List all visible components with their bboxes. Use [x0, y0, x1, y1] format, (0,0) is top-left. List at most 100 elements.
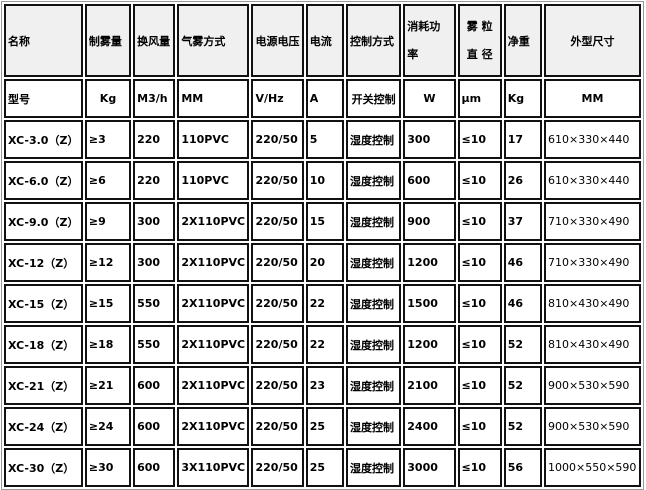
table-cell: 220/50 — [251, 120, 304, 159]
table-cell: 300 — [133, 243, 176, 282]
table-cell: 2X110PVC — [177, 407, 250, 446]
table-row: XC-12（Z） ≥12 300 2X110PVC 220/50 20 湿度控制 1200 ≤1… — [4, 243, 641, 282]
header-cell: 名称 — [4, 4, 83, 77]
table-cell: ≥24 — [84, 407, 132, 446]
table-cell: XC-12（Z） — [4, 243, 83, 282]
table-row: XC-30（Z） ≥30 600 3X110PVC 220/50 25 湿度控制 3000 ≤1… — [4, 448, 641, 487]
unit-cell: 型号 — [4, 79, 83, 118]
table-row: XC-24（Z） ≥24 600 2X110PVC 220/50 25 湿度控制 2400 ≤1… — [4, 407, 641, 446]
table-cell: 56 — [503, 448, 542, 487]
unit-cell: Kg — [503, 79, 542, 118]
table-cell: 10 — [305, 161, 344, 200]
table-cell: 600 — [133, 448, 176, 487]
table-cell: 610×330×440 — [543, 161, 641, 200]
units-row: 型号 Kg M3/h MM V/Hz A 开关控制 W μm Kg MM — [4, 79, 641, 118]
table-cell: ≥21 — [84, 366, 132, 405]
table-cell: 52 — [503, 366, 542, 405]
table-cell: 23 — [305, 366, 344, 405]
table-cell: 900×530×590 — [543, 366, 641, 405]
table-cell: 110PVC — [177, 120, 250, 159]
unit-cell: μm — [457, 79, 502, 118]
table-cell: 2X110PVC — [177, 284, 250, 323]
header-cell: 气雾方式 — [177, 4, 250, 77]
table-cell: 2X110PVC — [177, 243, 250, 282]
table-cell: 2X110PVC — [177, 366, 250, 405]
unit-cell: 开关控制 — [345, 79, 402, 118]
table-cell: 22 — [305, 325, 344, 364]
table-cell: ≤10 — [457, 448, 502, 487]
table-cell: 220 — [133, 161, 176, 200]
table-cell: ≥12 — [84, 243, 132, 282]
table-cell: ≤10 — [457, 243, 502, 282]
table-cell: ≤10 — [457, 407, 502, 446]
table-cell: 25 — [305, 448, 344, 487]
table-cell: 220/50 — [251, 407, 304, 446]
table-cell: ≥30 — [84, 448, 132, 487]
table-cell: 湿度控制 — [345, 202, 402, 241]
table-cell: 湿度控制 — [345, 448, 402, 487]
table-row: XC-15（Z） ≥15 550 2X110PVC 220/50 22 湿度控制 1500 ≤1… — [4, 284, 641, 323]
table-cell: 2400 — [403, 407, 456, 446]
table-cell: XC-15（Z） — [4, 284, 83, 323]
unit-cell: MM — [543, 79, 641, 118]
table-cell: ≤10 — [457, 325, 502, 364]
header-cell-power: 消耗功率 — [403, 4, 456, 77]
table-cell: 900 — [403, 202, 456, 241]
table-cell: 17 — [503, 120, 542, 159]
unit-cell: V/Hz — [251, 79, 304, 118]
table-cell: 46 — [503, 284, 542, 323]
header-row: 名称 制雾量 换风量 气雾方式 电源电压 电流 控制方式 消耗功率 雾 粒直 径… — [4, 4, 641, 77]
header-cell: 换风量 — [133, 4, 176, 77]
unit-cell: A — [305, 79, 344, 118]
table-cell: 600 — [133, 407, 176, 446]
table-cell: 25 — [305, 407, 344, 446]
table-cell: 220/50 — [251, 284, 304, 323]
table-cell: 600 — [403, 161, 456, 200]
table-cell: ≤10 — [457, 366, 502, 405]
header-cell: 制雾量 — [84, 4, 132, 77]
table-cell: 46 — [503, 243, 542, 282]
table-cell: 湿度控制 — [345, 243, 402, 282]
table-cell: 湿度控制 — [345, 325, 402, 364]
table-cell: 300 — [403, 120, 456, 159]
table-cell: 52 — [503, 407, 542, 446]
table-cell: ≤10 — [457, 202, 502, 241]
header-cell: 控制方式 — [345, 4, 402, 77]
table-cell: 710×330×490 — [543, 243, 641, 282]
table-cell: 710×330×490 — [543, 202, 641, 241]
header-cell: 电源电压 — [251, 4, 304, 77]
table-cell: 810×430×490 — [543, 325, 641, 364]
table-cell: 湿度控制 — [345, 366, 402, 405]
table-cell: 3X110PVC — [177, 448, 250, 487]
table-cell: XC-18（Z） — [4, 325, 83, 364]
unit-cell: MM — [177, 79, 250, 118]
table-cell: 220/50 — [251, 202, 304, 241]
table-cell: 22 — [305, 284, 344, 323]
table-cell: 550 — [133, 325, 176, 364]
table-cell: 610×330×440 — [543, 120, 641, 159]
table-cell: 300 — [133, 202, 176, 241]
table-row: XC-9.0（Z） ≥9 300 2X110PVC 220/50 15 湿度控制 900 ≤10… — [4, 202, 641, 241]
table-cell: 2X110PVC — [177, 202, 250, 241]
header-cell-particle: 雾 粒直 径 — [457, 4, 502, 77]
table-cell: 220/50 — [251, 448, 304, 487]
table-cell: XC-3.0（Z） — [4, 120, 83, 159]
table-cell: 湿度控制 — [345, 407, 402, 446]
table-cell: 15 — [305, 202, 344, 241]
table-cell: XC-30（Z） — [4, 448, 83, 487]
table-cell: 1200 — [403, 243, 456, 282]
table-cell: 1200 — [403, 325, 456, 364]
header-cell: 外型尺寸 — [543, 4, 641, 77]
table-cell: XC-21（Z） — [4, 366, 83, 405]
table-cell: 1500 — [403, 284, 456, 323]
table-cell: 1000×550×590 — [543, 448, 641, 487]
table-cell: 220/50 — [251, 325, 304, 364]
table-cell: 220/50 — [251, 366, 304, 405]
table-cell: 湿度控制 — [345, 120, 402, 159]
table-cell: 550 — [133, 284, 176, 323]
table-cell: 3000 — [403, 448, 456, 487]
table-row: XC-6.0（Z） ≥6 220 110PVC 220/50 10 湿度控制 600 ≤10 26… — [4, 161, 641, 200]
table-cell: ≤10 — [457, 161, 502, 200]
table-row: XC-3.0（Z） ≥3 220 110PVC 220/50 5 湿度控制 300 ≤10 17 6… — [4, 120, 641, 159]
